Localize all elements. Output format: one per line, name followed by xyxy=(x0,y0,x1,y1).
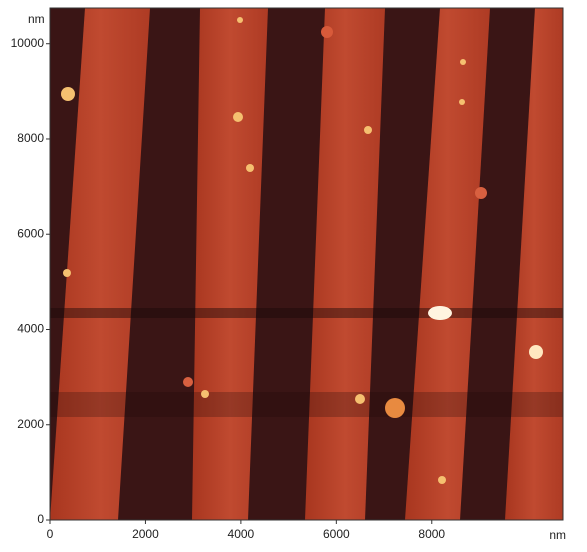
x-tick-label: 4000 xyxy=(228,527,255,541)
y-tick-label: 6000 xyxy=(17,226,44,240)
y-tick-label: 4000 xyxy=(17,322,44,336)
y-unit: nm xyxy=(28,12,45,26)
y-tick-label: 8000 xyxy=(17,131,44,145)
plot-frame xyxy=(49,7,564,521)
y-tick-label: 2000 xyxy=(17,417,44,431)
x-tick-label: 0 xyxy=(47,527,54,541)
x-tick-label: 2000 xyxy=(132,527,159,541)
x-tick-label: 8000 xyxy=(418,527,445,541)
y-tick-label: 10000 xyxy=(11,36,45,50)
afm-image xyxy=(50,8,563,520)
x-tick-label: 6000 xyxy=(323,527,350,541)
y-tick-label: 0 xyxy=(37,512,44,526)
x-unit: nm xyxy=(549,528,566,542)
